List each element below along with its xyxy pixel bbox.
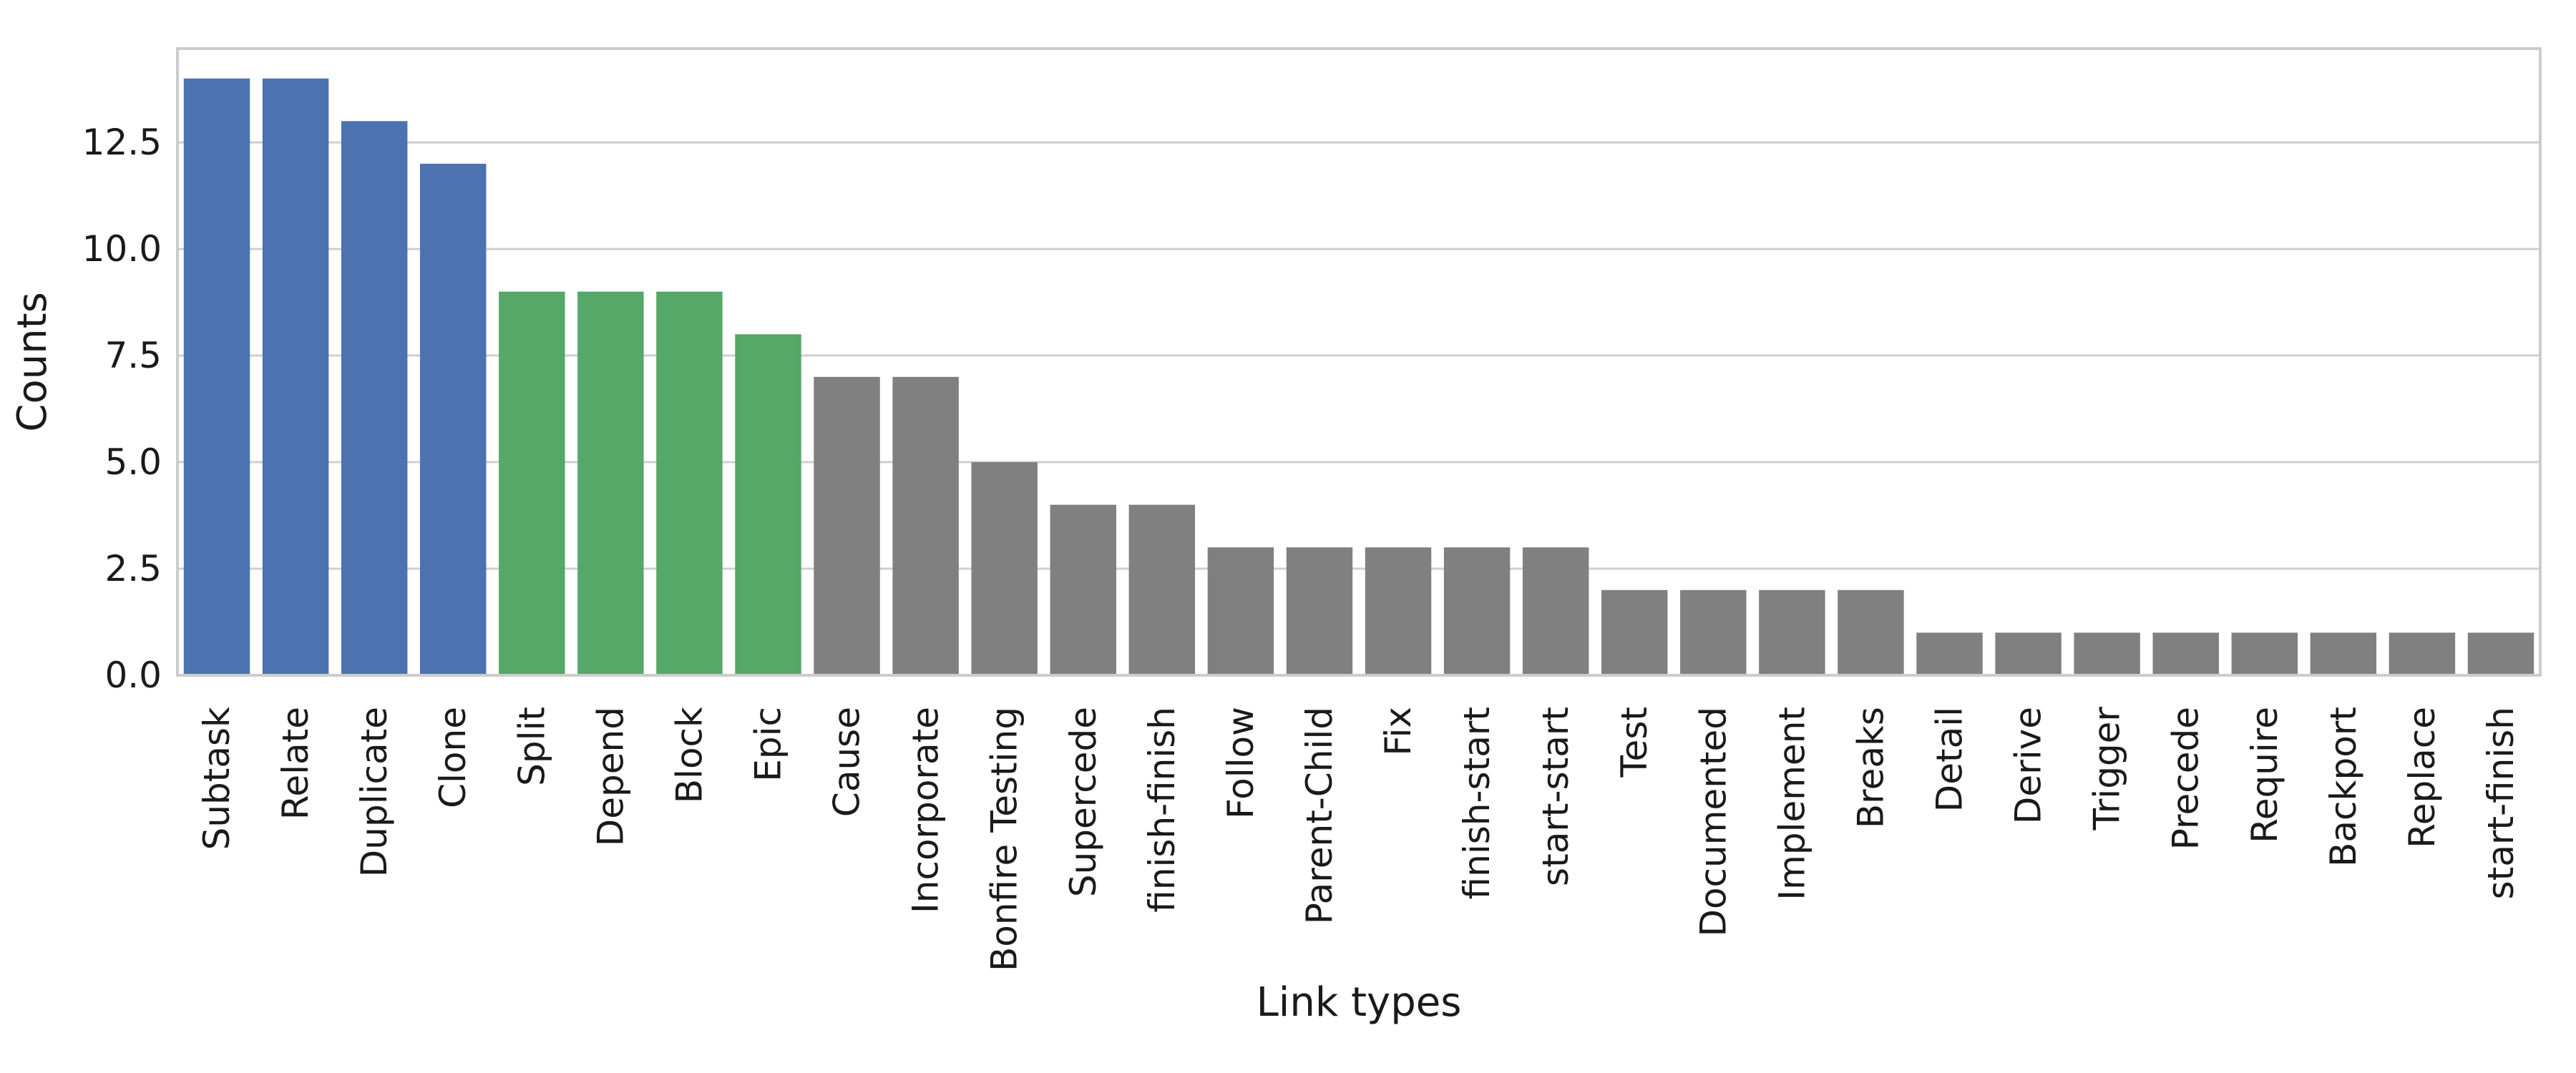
y-tick-label: 7.5 xyxy=(104,335,162,376)
bar xyxy=(1601,589,1668,675)
bar xyxy=(971,462,1038,675)
bar xyxy=(1443,547,1511,675)
bar xyxy=(1522,547,1589,675)
bar xyxy=(735,334,801,675)
bar xyxy=(183,78,250,675)
bar xyxy=(2310,632,2377,675)
x-tick-label: start-finish xyxy=(2480,707,2522,899)
bar xyxy=(2152,632,2219,675)
y-tick-label: 0.0 xyxy=(104,655,162,696)
x-tick-label: Breaks xyxy=(1850,707,1891,828)
x-tick-label: Relate xyxy=(275,707,316,820)
x-tick-label: Backport xyxy=(2323,707,2364,867)
y-tick-label: 2.5 xyxy=(104,548,162,589)
x-tick-label: Fix xyxy=(1377,707,1419,756)
y-axis-label: Counts xyxy=(9,292,56,431)
x-tick-label: Clone xyxy=(432,707,474,808)
x-tick-label: Incorporate xyxy=(905,707,947,913)
bar xyxy=(341,121,408,675)
plot-frame xyxy=(176,47,2542,677)
y-axis-ticks: 0.0 2.5 5.0 7.5 10.0 12.5 xyxy=(82,122,162,696)
y-tick-label: 5.0 xyxy=(104,441,162,483)
x-tick-label: Cause xyxy=(826,707,868,817)
x-tick-label: Derive xyxy=(2008,707,2049,824)
bar xyxy=(1995,632,2062,675)
bar xyxy=(499,291,565,675)
bar xyxy=(1050,504,1116,675)
x-tick-label: Subtask xyxy=(196,707,238,850)
x-tick-label: start-start xyxy=(1535,707,1576,886)
bar xyxy=(2389,632,2456,675)
x-tick-label: Block xyxy=(668,707,710,803)
x-tick-label: Epic xyxy=(748,707,789,782)
bar xyxy=(262,78,329,675)
x-tick-label: Parent-Child xyxy=(1299,707,1340,924)
bar xyxy=(1916,632,1983,675)
bar xyxy=(1838,589,1904,675)
x-tick-label: Split xyxy=(511,707,552,786)
x-tick-label: Follow xyxy=(1220,707,1262,819)
x-tick-label: Require xyxy=(2244,707,2285,843)
x-tick-label: Implement xyxy=(1771,707,1813,901)
bar xyxy=(1128,504,1196,675)
x-tick-label: Trigger xyxy=(2087,707,2128,831)
x-tick-label: finish-finish xyxy=(1141,707,1183,913)
x-axis-ticks: Subtask Relate Duplicate Clone Split Depend Bl… xyxy=(196,707,2522,971)
x-tick-label: Supercede xyxy=(1063,707,1104,897)
bar xyxy=(1207,547,1274,675)
x-tick-label: Precede xyxy=(2165,707,2207,850)
x-tick-label: Bonfire Testing xyxy=(984,707,1025,971)
x-tick-label: Documented xyxy=(1692,707,1734,937)
bar xyxy=(2467,632,2534,675)
bar xyxy=(420,163,487,676)
y-tick-label: 10.0 xyxy=(82,228,162,270)
x-tick-label: Duplicate xyxy=(353,707,395,877)
bar xyxy=(892,376,959,675)
bars xyxy=(183,78,2534,676)
x-tick-label: Replace xyxy=(2401,707,2443,848)
bar xyxy=(814,376,880,675)
bar xyxy=(2231,632,2298,675)
y-tick-label: 12.5 xyxy=(82,122,162,163)
x-tick-label: Detail xyxy=(1929,707,1971,812)
x-tick-label: Depend xyxy=(590,707,631,846)
x-tick-label: finish-start xyxy=(1456,707,1498,899)
bar xyxy=(1680,589,1747,675)
bar xyxy=(1365,547,1432,675)
bar xyxy=(2074,632,2140,675)
x-tick-label: Test xyxy=(1614,707,1655,778)
bar xyxy=(656,291,723,675)
x-axis-label: Link types xyxy=(1257,979,1462,1026)
bar xyxy=(577,291,644,675)
bar xyxy=(1286,547,1353,675)
bar xyxy=(1759,589,1825,675)
